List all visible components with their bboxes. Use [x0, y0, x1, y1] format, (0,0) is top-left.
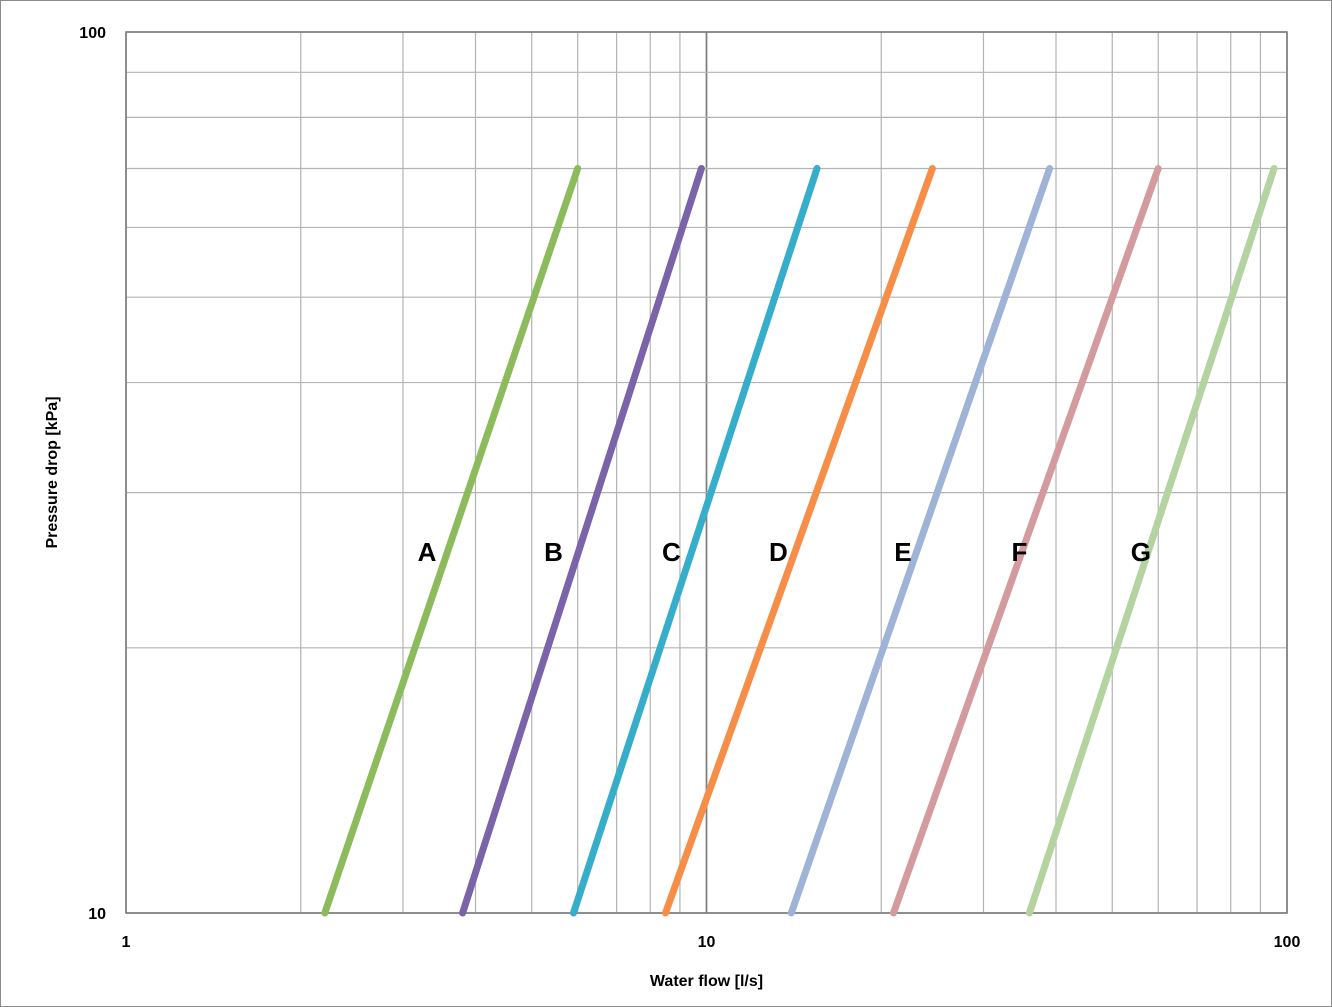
- series-line-d: [662, 165, 936, 917]
- series-line-b: [459, 165, 705, 917]
- series-line-e: [787, 165, 1054, 917]
- y-tick-label: 10: [88, 906, 106, 923]
- series-line-g: [1025, 165, 1278, 917]
- curve-label-a: A: [418, 537, 437, 567]
- y-tick-label: 100: [79, 25, 106, 42]
- x-tick-label: 1: [122, 934, 131, 951]
- x-tick-label: 10: [698, 934, 716, 951]
- series-line-c: [570, 165, 821, 917]
- curve-label-e: E: [894, 537, 911, 567]
- x-axis-title: Water flow [l/s]: [650, 973, 763, 990]
- curve-label-f: F: [1011, 537, 1027, 567]
- series-layer: [321, 165, 1278, 917]
- grid: [125, 31, 1288, 914]
- y-axis-title: Pressure drop [kPa]: [44, 396, 61, 548]
- tick-labels: 1 10 100 10 100: [79, 25, 1300, 951]
- curve-labels: A B C D E F G: [418, 537, 1151, 567]
- series-line-a: [321, 165, 582, 917]
- curve-label-b: B: [544, 537, 563, 567]
- plot-area: [125, 31, 1288, 914]
- curve-label-c: C: [662, 537, 681, 567]
- series-line-f: [890, 165, 1162, 917]
- x-tick-label: 100: [1274, 934, 1301, 951]
- curve-label-g: G: [1131, 537, 1151, 567]
- curve-label-d: D: [769, 537, 788, 567]
